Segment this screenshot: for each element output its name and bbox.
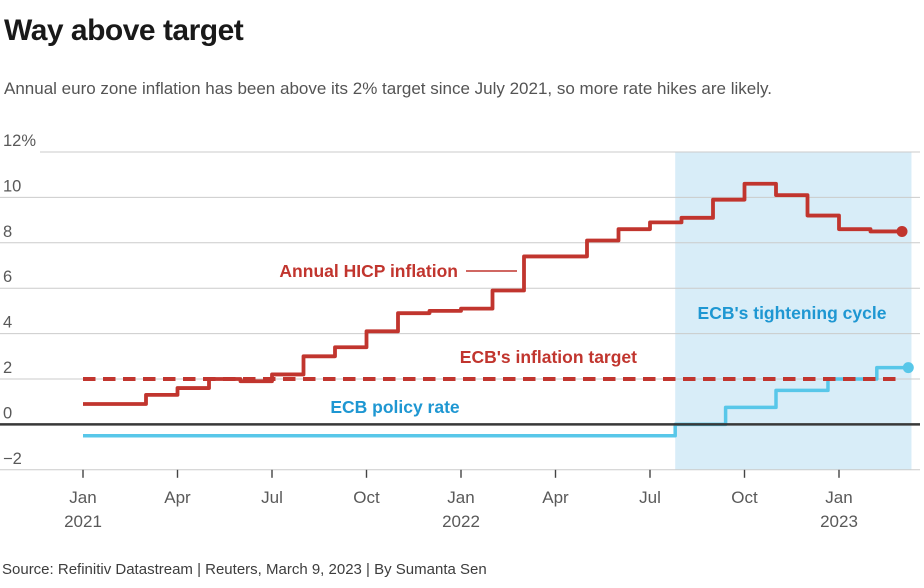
x-axis-label: Oct xyxy=(353,488,380,507)
tightening-band-label: ECB's tightening cycle xyxy=(698,303,887,323)
y-axis-label: 2 xyxy=(3,359,12,377)
y-axis-label: 8 xyxy=(3,223,12,241)
y-axis-label: 0 xyxy=(3,404,12,422)
source-line: Source: Refinitiv Datastream | Reuters, … xyxy=(2,561,487,578)
y-axis-label: 6 xyxy=(3,268,12,286)
policy-line-group xyxy=(83,362,914,438)
x-axis-year-label: 2023 xyxy=(820,512,858,531)
x-axis-label: Jan xyxy=(447,488,474,507)
x-axis-label: Jan xyxy=(825,488,852,507)
page-subtitle: Annual euro zone inflation has been abov… xyxy=(4,79,772,98)
y-axis-label: 12% xyxy=(3,132,36,150)
hicp-line-group xyxy=(83,181,908,406)
y-axis-label: 4 xyxy=(3,314,12,332)
axis-labels: 12% 10 8 6 4 2 0 −2 Jan 2021 Apr Jul Oct Jan 2022 Apr Ju… xyxy=(3,132,858,531)
x-axis-year-label: 2022 xyxy=(442,512,480,531)
policy-line-label: ECB policy rate xyxy=(330,397,460,417)
axis-ticks xyxy=(82,469,840,478)
page-title: Way above target xyxy=(4,14,244,47)
x-axis-label: Oct xyxy=(731,488,758,507)
x-axis-label: Apr xyxy=(542,488,569,507)
hicp-line xyxy=(83,181,902,406)
x-axis-label: Jan xyxy=(69,488,96,507)
hicp-end-dot xyxy=(896,225,908,237)
x-axis-label: Apr xyxy=(164,488,191,507)
target-line-label: ECB's inflation target xyxy=(460,347,637,367)
x-axis-year-label: 2021 xyxy=(64,512,102,531)
y-axis-label: −2 xyxy=(3,450,22,468)
x-axis-label: Jul xyxy=(261,488,283,507)
y-axis-label: 10 xyxy=(3,177,21,195)
x-axis-label: Jul xyxy=(639,488,661,507)
policy-rate-line xyxy=(83,365,909,438)
policy-end-dot xyxy=(902,362,914,374)
hicp-line-label: Annual HICP inflation xyxy=(279,261,458,281)
